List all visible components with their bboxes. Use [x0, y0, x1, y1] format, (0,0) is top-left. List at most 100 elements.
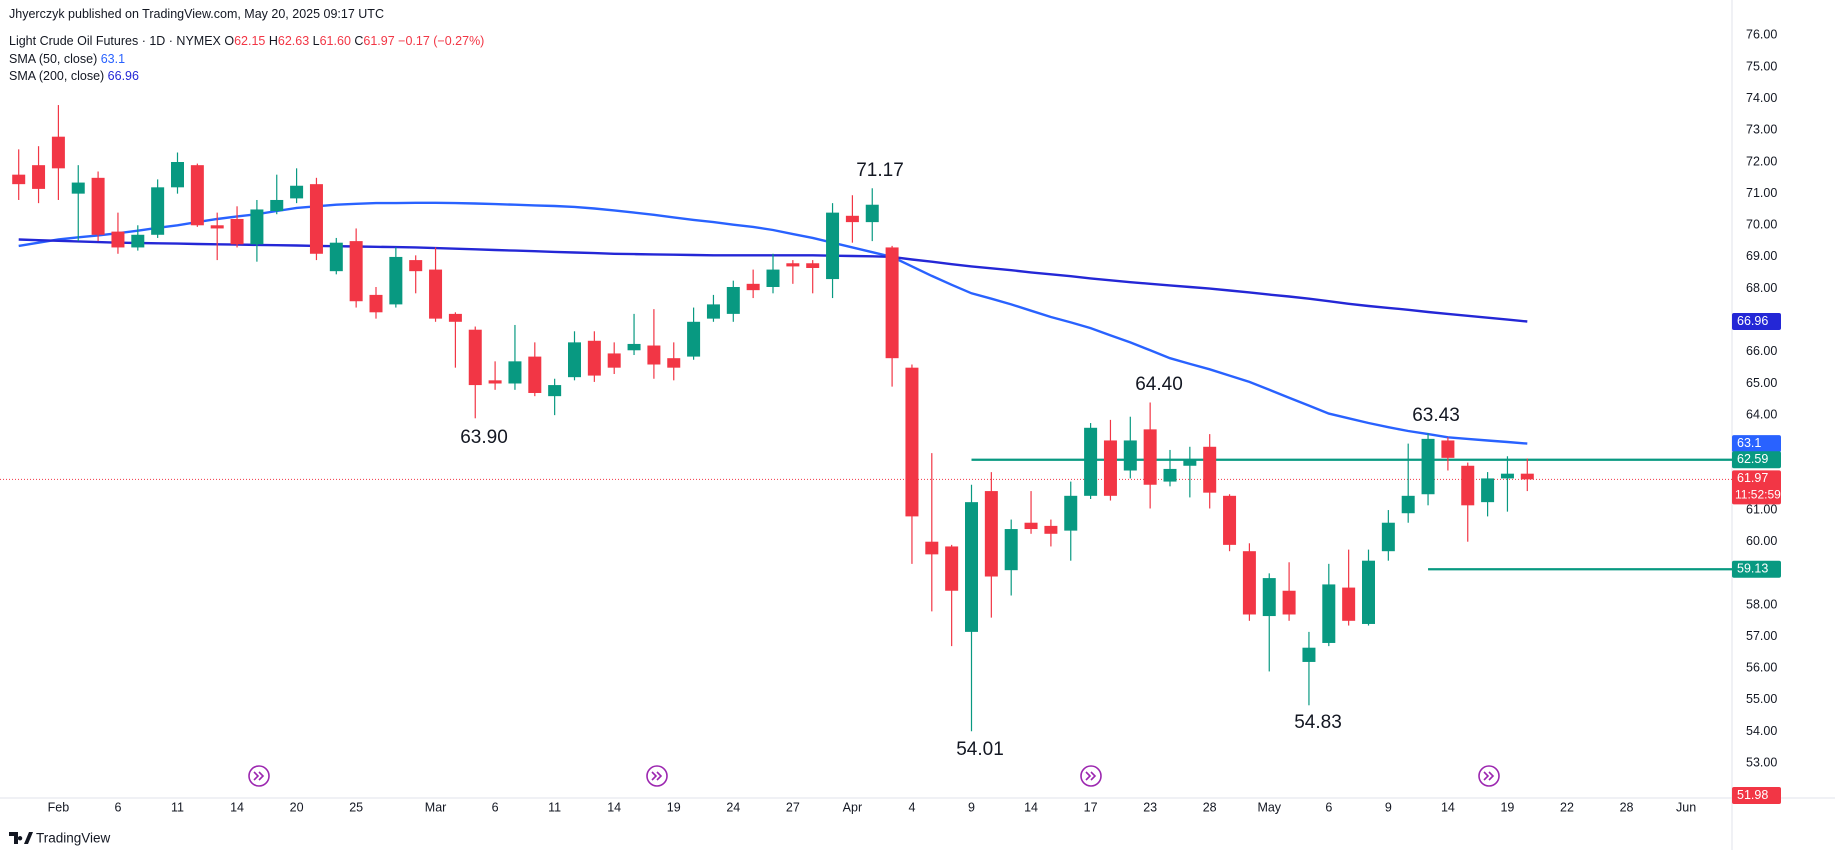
- candle-body: [1500, 473, 1514, 479]
- candle-body: [1084, 427, 1098, 496]
- x-tick-label: 19: [1500, 800, 1514, 814]
- candle-body: [1282, 590, 1296, 615]
- y-tick-label: 72.00: [1746, 154, 1777, 168]
- x-tick-label: 6: [1325, 800, 1332, 814]
- candle-body: [548, 385, 562, 397]
- candle-body: [389, 256, 403, 305]
- candle-body: [627, 343, 641, 351]
- candle-body: [1223, 495, 1237, 545]
- price-tag-label: 62.59: [1737, 452, 1768, 466]
- candle-body: [905, 367, 919, 517]
- candle-body: [945, 546, 959, 591]
- candle-body: [111, 231, 125, 248]
- x-tick-label: 24: [726, 800, 740, 814]
- price-tag: [1732, 312, 1781, 330]
- y-tick-label: 73.00: [1746, 123, 1777, 137]
- footer-logo: TradingView: [9, 831, 111, 846]
- y-tick-label: 57.00: [1746, 629, 1777, 643]
- candle-body: [1123, 440, 1137, 471]
- candle-body: [845, 215, 859, 223]
- candle-body: [429, 269, 443, 319]
- price-tag: [1732, 786, 1781, 804]
- candle-body: [587, 340, 601, 376]
- x-tick-label: 20: [290, 800, 304, 814]
- y-tick-label: 70.00: [1746, 218, 1777, 232]
- candle-body: [1302, 647, 1316, 662]
- candle-body: [448, 313, 462, 322]
- price-tag-label: 61.97: [1737, 471, 1768, 485]
- event-arrows: [253, 771, 1495, 781]
- y-tick-label: 76.00: [1746, 28, 1777, 42]
- candle-body: [32, 165, 46, 189]
- symbol-title: Light Crude Oil Futures · 1D · NYMEX: [9, 34, 221, 48]
- candle-body: [1401, 495, 1415, 514]
- brand: TradingView: [36, 831, 111, 846]
- x-tick-label: Mar: [425, 800, 447, 814]
- candle-body: [468, 329, 482, 386]
- candle-body: [210, 225, 224, 229]
- candle-body: [409, 260, 423, 272]
- candle-body: [1242, 551, 1256, 615]
- y-tick-label: 55.00: [1746, 692, 1777, 706]
- candle-body: [607, 353, 621, 368]
- y-tick-label: 71.00: [1746, 186, 1777, 200]
- x-tick-label: 17: [1084, 800, 1098, 814]
- candle-body: [1024, 522, 1038, 530]
- x-tick-label: 28: [1203, 800, 1217, 814]
- candle-body: [1441, 440, 1455, 458]
- candle-body: [568, 342, 581, 378]
- logo-icon: [9, 832, 33, 844]
- candle-body: [309, 184, 323, 254]
- candle-body: [1520, 473, 1534, 480]
- x-tick-label: 14: [230, 800, 244, 814]
- y-tick-label: 68.00: [1746, 281, 1777, 295]
- candle-body: [349, 241, 363, 302]
- y-tick-label: 65.00: [1746, 376, 1777, 390]
- candle-body: [528, 356, 542, 393]
- candle-body: [270, 199, 284, 212]
- sma-name: SMA (200, close): [9, 69, 105, 83]
- candle-body: [1064, 495, 1078, 531]
- annotation: 63.43: [1412, 405, 1460, 426]
- candle-body: [1381, 522, 1395, 552]
- candle-body: [1461, 465, 1475, 506]
- x-tick-label: 6: [114, 800, 121, 814]
- candle-body: [687, 321, 701, 357]
- candle-body: [766, 269, 780, 287]
- price-tag: [1732, 451, 1781, 469]
- x-tick-label: 9: [1385, 800, 1392, 814]
- x-tick-label: 14: [1024, 800, 1038, 814]
- candle-body: [826, 212, 840, 280]
- published: Jhyerczyk published on TradingView.com, …: [9, 7, 384, 21]
- candle-body: [647, 345, 661, 365]
- sma-value: 66.96: [107, 69, 139, 83]
- x-tick-label: May: [1257, 800, 1281, 814]
- x-tick-label: 6: [492, 800, 499, 814]
- price-tag: [1732, 470, 1781, 505]
- x-tick-label: 11: [171, 800, 184, 814]
- price-tag-label: 59.13: [1737, 562, 1768, 576]
- y-tick-label: 64.00: [1746, 407, 1777, 421]
- ohlc-key: C: [354, 34, 364, 48]
- sma-value: 63.1: [100, 52, 126, 66]
- candle-body: [51, 136, 65, 169]
- y-tick-label: 56.00: [1746, 661, 1777, 675]
- candle-body: [726, 286, 740, 314]
- candle-body: [1143, 429, 1157, 485]
- ohlc-value: 61.60: [319, 34, 351, 48]
- candle-body: [190, 165, 204, 226]
- candle-body: [1421, 438, 1435, 495]
- y-tick-label: 61.00: [1746, 502, 1777, 516]
- candle-body: [1481, 478, 1495, 503]
- x-tick-label: 9: [968, 800, 975, 814]
- y-tick-label: 53.00: [1746, 755, 1777, 769]
- candle-body: [1183, 459, 1197, 466]
- price-tag-label: 63.1: [1737, 436, 1761, 450]
- candle-body: [12, 174, 26, 185]
- ohlc-value: 62.63: [277, 34, 310, 48]
- candle-body: [1103, 440, 1117, 496]
- x-tick-label: 4: [908, 800, 915, 814]
- candle-body: [290, 185, 304, 199]
